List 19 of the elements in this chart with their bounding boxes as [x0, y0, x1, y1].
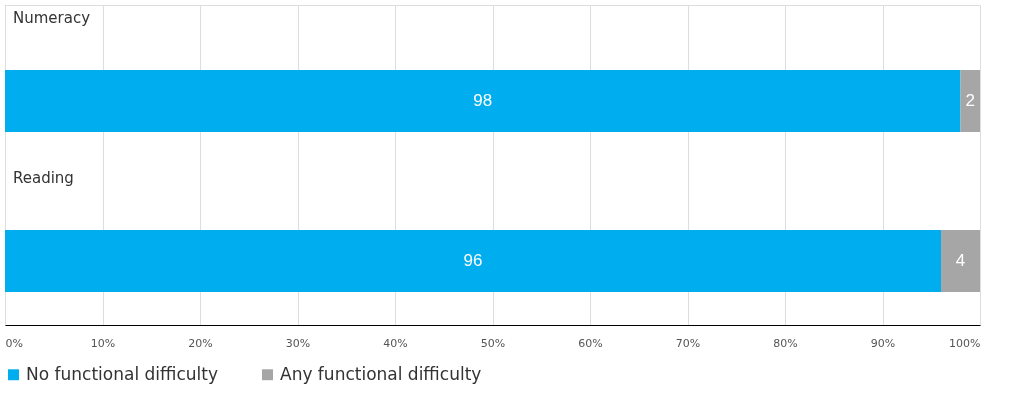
data-label: 2: [965, 91, 975, 110]
x-tick-label: 20%: [188, 336, 213, 350]
x-tick-label: 0%: [5, 336, 23, 350]
x-tick-label: 80%: [773, 336, 798, 350]
x-tick-label: 50%: [480, 336, 506, 350]
x-tick-label: 70%: [675, 336, 701, 350]
x-tick-label: 90%: [870, 336, 896, 350]
data-label: 98: [473, 91, 493, 110]
y-tick-label: Reading: [13, 169, 74, 187]
x-tick-label: 60%: [578, 336, 603, 350]
x-tick-label: 30%: [285, 336, 311, 350]
legend-label: Any functional difficulty: [280, 363, 482, 384]
data-label: 4: [955, 251, 966, 270]
legend-label: No functional difficulty: [26, 363, 219, 384]
data-label: 96: [463, 251, 483, 270]
x-tick-label: 10%: [90, 336, 116, 350]
x-tick-label: 100%: [949, 336, 981, 350]
x-tick-label: 40%: [383, 336, 408, 350]
y-tick-label: Numeracy: [13, 9, 91, 27]
